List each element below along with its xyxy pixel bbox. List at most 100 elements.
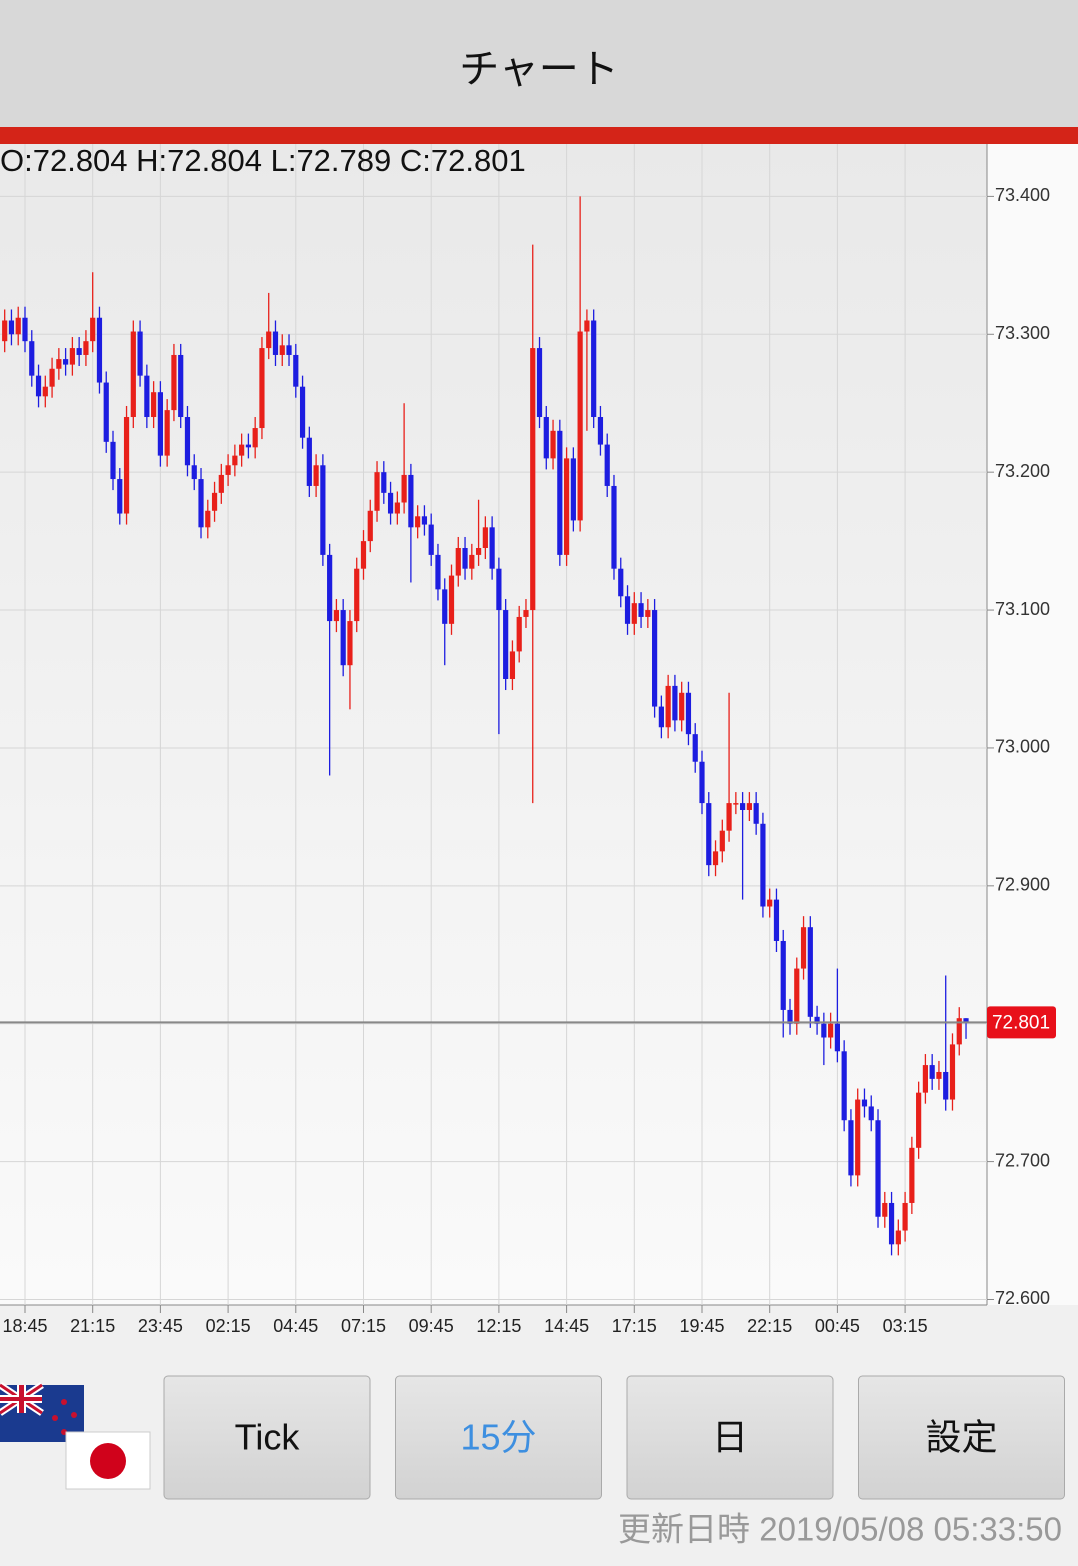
candle-body <box>543 417 549 459</box>
candle-body <box>699 761 705 804</box>
candle-body <box>685 692 692 735</box>
candle-body <box>442 589 448 624</box>
candle-body <box>347 621 353 666</box>
button-label[interactable]: 15分 <box>460 1417 536 1458</box>
candle-body <box>719 830 725 852</box>
candle-body <box>191 465 197 480</box>
accent-bar <box>0 127 1078 144</box>
candle-body <box>164 410 170 456</box>
candle-body <box>963 1018 969 1023</box>
candle-body <box>604 444 610 486</box>
candle-body <box>49 368 55 387</box>
candle-body <box>652 610 658 707</box>
x-tick-label: 07:15 <box>341 1316 386 1336</box>
candle-body <box>374 472 380 511</box>
update-time: 更新日時 2019/05/08 05:33:50 <box>618 1511 1062 1548</box>
candle-body <box>530 348 536 611</box>
candle-body <box>144 375 150 418</box>
candle-body <box>103 382 109 442</box>
candle-body <box>746 803 752 810</box>
button[interactable] <box>858 1375 1065 1500</box>
candle-body <box>692 734 698 762</box>
ohlc-label: O:72.804 H:72.804 L:72.789 C:72.801 <box>0 143 526 178</box>
candle-body <box>415 516 421 528</box>
header-bar <box>0 0 1078 127</box>
button[interactable] <box>163 1375 371 1500</box>
candle-body <box>841 1051 847 1121</box>
candle-body <box>90 317 96 342</box>
candle-body <box>503 610 509 679</box>
candle-body <box>340 610 346 666</box>
candle-body <box>679 692 685 721</box>
candle-body <box>279 345 285 355</box>
candle-body <box>394 502 400 514</box>
y-tick-label: 72.900 <box>995 875 1050 895</box>
candle-body <box>117 479 123 514</box>
candle-body <box>421 516 428 525</box>
candle-body <box>740 803 746 810</box>
button-label[interactable]: Tick <box>235 1417 301 1458</box>
candle-body <box>293 354 299 387</box>
candle-body <box>794 968 800 1024</box>
x-tick-label: 19:45 <box>679 1316 724 1336</box>
candle-body <box>29 341 35 376</box>
candle-body <box>299 386 306 438</box>
candle-body <box>536 348 543 418</box>
button[interactable] <box>395 1375 602 1500</box>
plot-area <box>0 144 987 1305</box>
candle-body <box>448 575 455 624</box>
candle-body <box>848 1120 854 1176</box>
candle-body <box>875 1120 881 1217</box>
candle-body <box>855 1099 861 1176</box>
candle-body <box>15 317 21 335</box>
candle-body <box>807 927 813 1017</box>
candle-body <box>137 331 143 376</box>
candle-body <box>943 1071 949 1100</box>
y-tick-label: 72.600 <box>995 1288 1050 1308</box>
candle-body <box>645 610 651 617</box>
candle-body <box>367 510 373 542</box>
candle-body <box>387 492 394 514</box>
candle-body <box>888 1202 895 1245</box>
y-tick-label: 73.400 <box>995 185 1050 205</box>
x-tick-label: 22:15 <box>747 1316 792 1336</box>
candles: 72.801 <box>0 196 1056 1256</box>
axis-area <box>987 144 1078 1305</box>
candle-body <box>557 430 563 555</box>
candle-body <box>245 444 252 448</box>
candle-body <box>35 375 42 397</box>
y-tick-label: 73.200 <box>995 461 1050 481</box>
x-tick-label: 23:45 <box>138 1316 183 1336</box>
candle-body <box>767 899 773 907</box>
candle-body <box>916 1092 922 1148</box>
candle-body <box>178 354 184 418</box>
candle-body <box>922 1065 929 1093</box>
button-label[interactable]: 日 <box>712 1417 748 1458</box>
candle-body <box>8 320 15 335</box>
candle-body <box>239 444 245 456</box>
y-tick-label: 73.300 <box>995 323 1050 343</box>
x-tick-label: 12:15 <box>476 1316 521 1336</box>
candle-body <box>563 458 570 555</box>
candle-body <box>218 474 224 493</box>
candle-body <box>198 479 204 528</box>
candle-body <box>320 465 326 555</box>
last-price-box <box>987 1006 1056 1039</box>
candle-body <box>929 1065 935 1079</box>
candle-body <box>591 320 597 418</box>
candle-body <box>665 685 671 728</box>
candle-body <box>327 554 333 622</box>
candle-body <box>69 348 75 365</box>
x-tick-label: 17:15 <box>612 1316 657 1336</box>
candle-body <box>523 610 529 617</box>
candle-body <box>475 548 482 555</box>
candle-body <box>482 527 488 549</box>
candle-body <box>435 554 441 590</box>
button[interactable] <box>626 1375 834 1500</box>
candle-body <box>550 430 556 459</box>
candle-body <box>408 474 414 528</box>
button-row: Tick 15分 日 設定 <box>163 1375 1065 1500</box>
candle-body <box>496 568 502 611</box>
candle-body <box>800 927 807 969</box>
button-label[interactable]: 設定 <box>925 1417 997 1458</box>
